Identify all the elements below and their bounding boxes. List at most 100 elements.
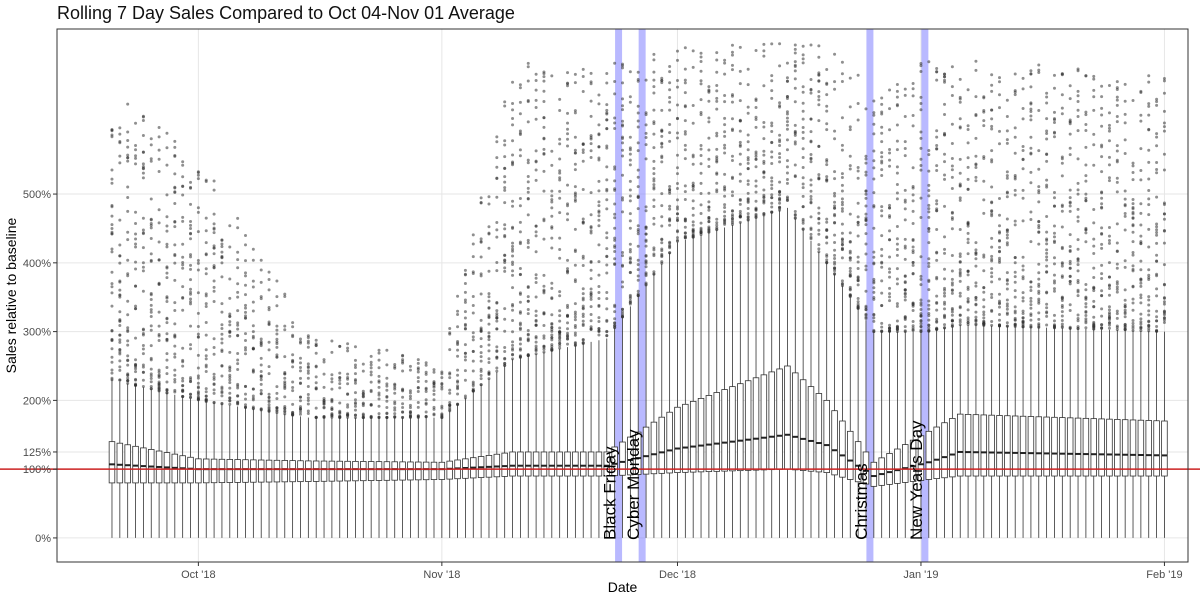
outlier-point	[518, 131, 522, 135]
outlier-point	[1092, 108, 1096, 112]
outlier-point	[361, 415, 365, 419]
outlier-point	[652, 205, 656, 209]
outlier-point	[1060, 310, 1064, 314]
outlier-point	[134, 148, 138, 152]
outlier-point	[793, 140, 797, 144]
outlier-point	[511, 199, 515, 203]
outlier-point	[636, 125, 640, 129]
outlier-point	[267, 409, 271, 413]
outlier-point	[754, 199, 758, 203]
outlier-point	[738, 162, 742, 166]
outlier-point	[746, 83, 750, 87]
outlier-point	[895, 242, 899, 246]
outlier-point	[377, 358, 381, 362]
outlier-point	[306, 336, 310, 340]
outlier-point	[534, 234, 538, 238]
outlier-point	[762, 137, 766, 141]
outlier-point	[982, 316, 986, 320]
outlier-point	[895, 253, 899, 257]
outlier-point	[291, 365, 295, 369]
y-tick-label: 500%	[23, 189, 51, 201]
outlier-point	[267, 372, 271, 376]
outlier-point	[723, 222, 727, 226]
outlier-point	[880, 303, 884, 307]
outlier-point	[856, 306, 860, 310]
outlier-point	[778, 193, 782, 197]
outlier-point	[369, 403, 373, 407]
outlier-point	[683, 46, 687, 50]
box-iqr	[831, 410, 838, 476]
outlier-point	[385, 384, 389, 388]
outlier-point	[935, 251, 939, 255]
outlier-point	[385, 406, 389, 410]
outlier-point	[738, 140, 742, 144]
outlier-point	[707, 200, 711, 204]
box-iqr	[933, 426, 940, 480]
outlier-point	[809, 200, 813, 204]
outlier-point	[149, 328, 153, 332]
outlier-point	[1155, 315, 1159, 319]
outlier-point	[558, 290, 562, 294]
outlier-point	[1115, 180, 1119, 184]
outlier-point	[526, 120, 530, 124]
outlier-point	[181, 266, 185, 270]
outlier-point	[840, 175, 844, 179]
outlier-point	[1139, 268, 1143, 272]
outlier-point	[707, 225, 711, 229]
outlier-point	[377, 366, 381, 370]
outlier-point	[487, 306, 491, 310]
outlier-point	[1084, 74, 1088, 78]
outlier-point	[1139, 259, 1143, 263]
outlier-point	[895, 304, 899, 308]
box-iqr	[320, 460, 328, 482]
outlier-point	[699, 113, 703, 117]
outlier-point	[683, 148, 687, 152]
outlier-point	[660, 247, 664, 251]
outlier-point	[110, 181, 114, 185]
outlier-point	[1115, 88, 1119, 92]
outlier-point	[950, 324, 954, 328]
outlier-point	[408, 368, 412, 372]
outlier-points	[110, 42, 1166, 420]
outlier-point	[864, 317, 868, 321]
outlier-point	[1013, 318, 1017, 322]
outlier-point	[1029, 114, 1033, 118]
outlier-point	[880, 329, 884, 333]
outlier-point	[424, 386, 428, 390]
outlier-point	[463, 298, 467, 302]
outlier-point	[495, 369, 499, 373]
outlier-point	[935, 164, 939, 168]
outlier-point	[683, 119, 687, 123]
outlier-point	[228, 320, 232, 324]
outlier-point	[589, 327, 593, 331]
outlier-point	[605, 307, 609, 311]
outlier-point	[911, 271, 915, 275]
box-iqr	[195, 458, 202, 484]
outlier-point	[1045, 323, 1049, 327]
outlier-point	[212, 231, 216, 235]
outlier-point	[660, 237, 664, 241]
outlier-point	[1147, 177, 1151, 181]
outlier-point	[974, 281, 978, 285]
outlier-point	[573, 198, 577, 202]
outlier-point	[550, 343, 554, 347]
outlier-point	[503, 227, 507, 231]
outlier-point	[1029, 280, 1033, 284]
outlier-point	[778, 201, 782, 205]
outlier-point	[424, 363, 428, 367]
outlier-point	[958, 323, 962, 327]
outlier-point	[730, 222, 734, 226]
outlier-point	[369, 373, 373, 377]
outlier-point	[628, 163, 632, 167]
outlier-point	[558, 97, 562, 101]
outlier-point	[1100, 232, 1104, 236]
outlier-point	[1139, 320, 1143, 324]
outlier-point	[196, 374, 200, 378]
outlier-point	[856, 118, 860, 122]
outlier-point	[723, 172, 727, 176]
outlier-point	[668, 185, 672, 189]
outlier-point	[526, 337, 530, 341]
outlier-point	[401, 369, 405, 373]
outlier-point	[196, 206, 200, 210]
box-iqr	[226, 459, 234, 483]
